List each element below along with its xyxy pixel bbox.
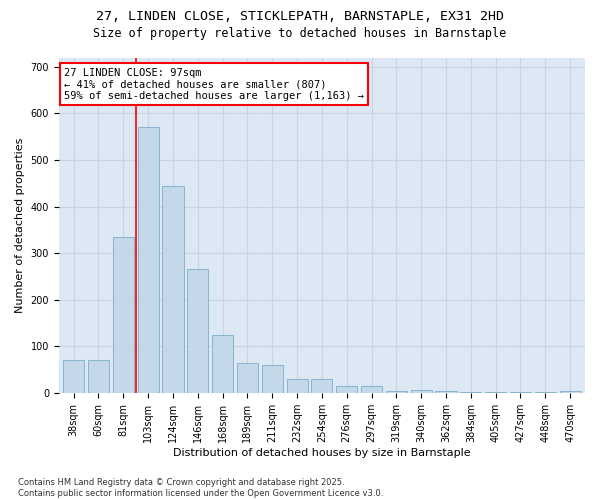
Y-axis label: Number of detached properties: Number of detached properties <box>15 138 25 313</box>
Text: 27, LINDEN CLOSE, STICKLEPATH, BARNSTAPLE, EX31 2HD: 27, LINDEN CLOSE, STICKLEPATH, BARNSTAPL… <box>96 10 504 23</box>
Bar <box>560 390 581 393</box>
Text: Contains HM Land Registry data © Crown copyright and database right 2025.
Contai: Contains HM Land Registry data © Crown c… <box>18 478 383 498</box>
Bar <box>485 392 506 393</box>
Bar <box>311 379 332 393</box>
Bar <box>410 390 432 393</box>
Bar <box>237 362 258 393</box>
Bar <box>187 270 208 393</box>
Bar <box>113 237 134 393</box>
Bar <box>63 360 84 393</box>
Bar <box>137 128 158 393</box>
Bar <box>287 379 308 393</box>
Bar <box>386 390 407 393</box>
Bar <box>535 392 556 393</box>
Bar <box>163 186 184 393</box>
Text: Size of property relative to detached houses in Barnstaple: Size of property relative to detached ho… <box>94 28 506 40</box>
Bar <box>336 386 357 393</box>
Bar <box>212 334 233 393</box>
Bar <box>361 386 382 393</box>
Bar <box>262 365 283 393</box>
Bar <box>460 392 481 393</box>
Bar <box>510 392 531 393</box>
Bar <box>436 390 457 393</box>
Text: 27 LINDEN CLOSE: 97sqm
← 41% of detached houses are smaller (807)
59% of semi-de: 27 LINDEN CLOSE: 97sqm ← 41% of detached… <box>64 68 364 101</box>
Bar <box>88 360 109 393</box>
X-axis label: Distribution of detached houses by size in Barnstaple: Distribution of detached houses by size … <box>173 448 471 458</box>
